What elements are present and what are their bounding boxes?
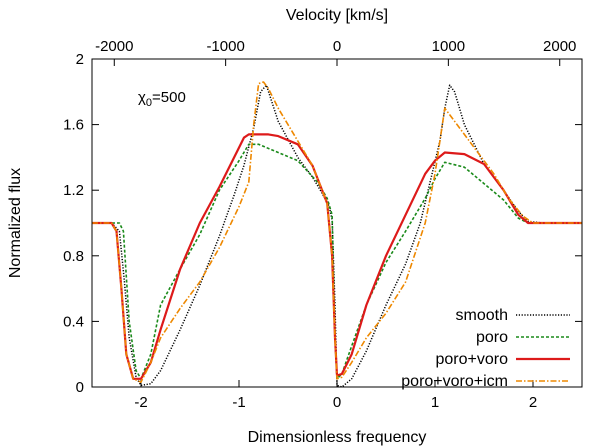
legend-label: poro+voro+icm [401,373,508,390]
x-tick-label: -1 [232,394,245,411]
legend: smooth poro poro+voro poro+voro+icm [401,307,570,390]
x-tick-label: 0 [333,394,341,411]
y-tick-label: 0.4 [63,313,84,330]
x-tick-label: 2 [529,394,537,411]
x2-tick-label: -1000 [206,38,244,55]
series-lines [92,81,582,388]
series-line-poro-voro-icm [92,81,582,383]
x-tick-label: -2 [134,394,147,411]
legend-label: poro [476,329,508,346]
series-line-poro-voro [92,133,582,380]
x2-axis-label: Velocity [km/s] [286,7,388,24]
x-axis-label: Dimensionless frequency [248,429,427,446]
x2-tick-label: 2000 [543,38,576,55]
y-tick-label: 2 [76,51,84,68]
tick-marks [92,58,582,388]
y-tick-label: 1.6 [63,117,84,134]
chi-annotation: χ0=500 [138,89,186,109]
y-tick-label: 0 [76,379,84,396]
y-tick-label: 1.2 [63,182,84,199]
y-axis-label: Normalized flux [7,168,24,278]
axis-labels: -2 -1 0 1 2 -2000 -1000 0 1000 2000 0 0.4 0.8 1.2 1.6 2… [7,7,576,446]
legend-label: smooth [456,307,508,324]
series-line-smooth [92,84,582,388]
x-tick-label: 1 [431,394,439,411]
annotation-rest: =500 [152,89,186,106]
y-tick-label: 0.8 [63,248,84,265]
x2-tick-label: -2000 [95,38,133,55]
series-line-poro [92,143,582,380]
legend-label: poro+voro [436,351,509,368]
annotation-base: χ [138,89,146,106]
annotation-sub: 0 [146,97,152,109]
x2-tick-label: 1000 [432,38,465,55]
x2-tick-label: 0 [333,38,341,55]
plot-frame [91,58,583,388]
